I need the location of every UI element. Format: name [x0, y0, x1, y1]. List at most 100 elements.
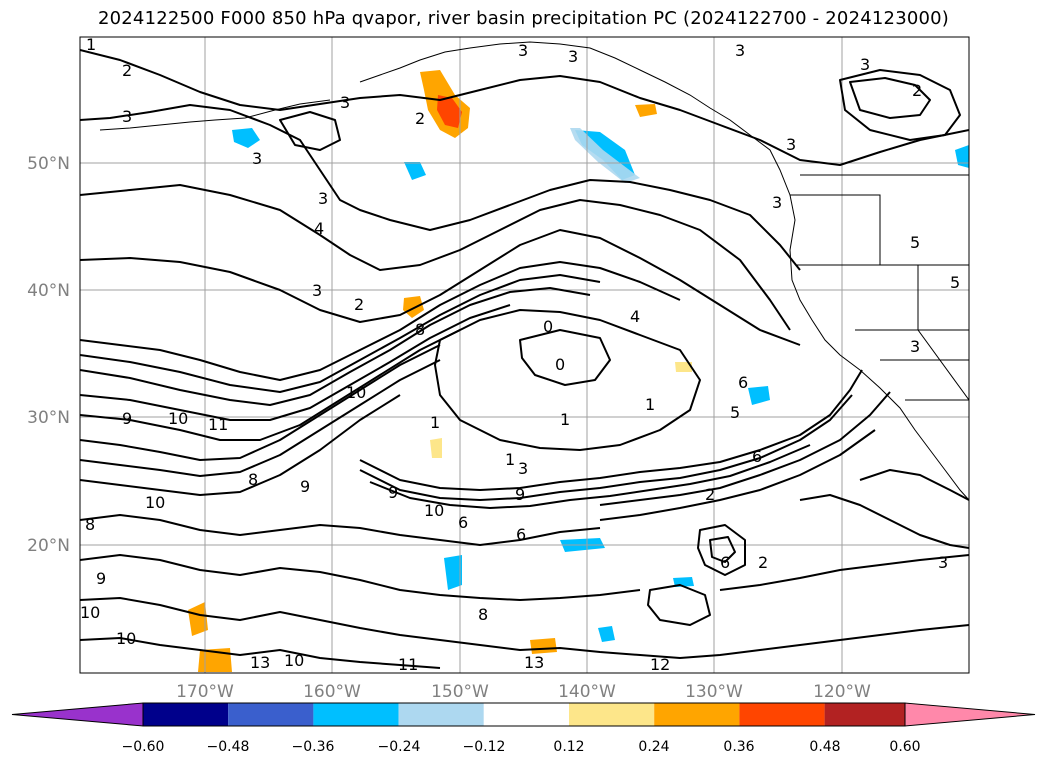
contour-label: 13	[250, 653, 270, 672]
contour-labels: 1 2 3 3 3 3 3 3 2 3 3 2 3 5 5 3 3 3 4 2 …	[80, 37, 960, 674]
colorbar-tick: 0.12	[553, 739, 584, 755]
contour-label: 9	[122, 409, 132, 428]
shade-patch	[430, 438, 442, 458]
shade-patch	[444, 555, 462, 590]
map-title: 2024122500 F000 850 hPa qvapor, river ba…	[97, 8, 950, 29]
qvapor-contours	[80, 49, 969, 669]
contour-label: 10	[346, 383, 366, 402]
contour-label: 11	[208, 415, 228, 434]
contour-label: 3	[938, 553, 948, 572]
colorbar-segment	[228, 703, 314, 726]
colorbar-segment	[824, 703, 905, 726]
colorbar: −0.60 −0.48 −0.36 −0.24 −0.12 0.12 0.24 …	[11, 702, 1036, 755]
contour-label: 0	[543, 317, 553, 336]
contour-label: 5	[730, 403, 740, 422]
contour-label: 11	[398, 655, 418, 674]
colorbar-extend-max	[904, 702, 1036, 727]
contour-label: 3	[568, 47, 578, 66]
contour-label: 10	[284, 651, 304, 670]
contour-label: 10	[424, 501, 444, 520]
colorbar-segment	[569, 703, 655, 726]
lon-label-120w: 120°W	[813, 682, 871, 702]
longitude-labels: 170°W 160°W 150°W 140°W 130°W 120°W	[176, 682, 871, 702]
shade-patch	[198, 648, 232, 672]
contour-label: 3	[312, 281, 322, 300]
colorbar-tick: −0.48	[207, 739, 250, 755]
contour-label: 2	[758, 553, 768, 572]
contour-label: 8	[248, 470, 258, 489]
colorbar-tick: −0.36	[292, 739, 335, 755]
lat-label-20: 20°N	[27, 536, 70, 556]
contour-label: 1	[645, 395, 655, 414]
contour-label: 6	[752, 447, 762, 466]
contour-label: 10	[80, 603, 100, 622]
colorbar-tick: −0.12	[463, 739, 506, 755]
contour-label: 9	[96, 569, 106, 588]
contour-label: 3	[340, 93, 350, 112]
contour-label: 9	[515, 485, 525, 504]
contour-label: 2	[354, 295, 364, 314]
contour-label: 2	[415, 109, 425, 128]
lat-label-40: 40°N	[27, 281, 70, 301]
contour-label: 0	[555, 355, 565, 374]
contour-label: 3	[860, 55, 870, 74]
contour-label: 13	[524, 653, 544, 672]
colorbar-tick: 0.48	[809, 739, 840, 755]
contour-label: 1	[505, 450, 515, 469]
colorbar-tick: 0.60	[889, 739, 920, 755]
contour-label: 6	[458, 513, 468, 532]
shade-patch	[403, 296, 424, 318]
shade-patch	[635, 104, 657, 117]
lat-label-50: 50°N	[27, 154, 70, 174]
lat-label-30: 30°N	[27, 408, 70, 428]
contour-label: 3	[735, 41, 745, 60]
latitude-labels: 50°N 40°N 30°N 20°N	[27, 154, 70, 556]
contour-label: 3	[318, 189, 328, 208]
contour-label: 8	[478, 605, 488, 624]
contour-label: 4	[314, 219, 324, 238]
colorbar-tick-labels: −0.60 −0.48 −0.36 −0.24 −0.12 0.12 0.24 …	[122, 739, 921, 755]
lon-label-160w: 160°W	[303, 682, 361, 702]
shade-patch	[437, 95, 462, 128]
shade-patch	[232, 128, 260, 148]
shade-patch	[404, 162, 426, 180]
contour-label: 6	[738, 373, 748, 392]
contour-label: 6	[720, 553, 730, 572]
shade-patch	[748, 386, 770, 405]
colorbar-segment	[654, 703, 740, 726]
contour-label: 1	[430, 413, 440, 432]
colorbar-segment	[313, 703, 399, 726]
contour-label: 3	[910, 337, 920, 356]
contour-label: 12	[650, 655, 670, 674]
contour-label: 3	[122, 107, 132, 126]
colorbar-tick: 0.36	[723, 739, 754, 755]
contour-label: 3	[518, 459, 528, 478]
contour-label: 3	[518, 41, 528, 60]
plot-area: 1 2 3 3 3 3 3 3 2 3 3 2 3 5 5 3 3 3 4 2 …	[80, 37, 969, 674]
contour-label: 3	[252, 149, 262, 168]
shade-patch	[530, 638, 557, 654]
colorbar-segment	[143, 703, 229, 726]
colorbar-segment	[483, 703, 569, 726]
contour-label: 4	[630, 307, 640, 326]
lon-label-140w: 140°W	[558, 682, 616, 702]
colorbar-tick: 0.24	[638, 739, 669, 755]
contour-label: 8	[85, 515, 95, 534]
shade-patch	[598, 626, 615, 642]
shade-patch	[955, 145, 969, 168]
contour-label: 3	[786, 135, 796, 154]
contour-label: 10	[145, 493, 165, 512]
contour-label: 10	[168, 409, 188, 428]
contour-label: 9	[388, 483, 398, 502]
contour-label: 2	[705, 485, 715, 504]
contour-label: 2	[912, 81, 922, 100]
contour-label: 5	[910, 233, 920, 252]
shade-patch	[188, 602, 208, 636]
shade-patch	[675, 362, 692, 372]
precip-shading	[188, 70, 969, 672]
contour-label: 6	[516, 525, 526, 544]
lon-label-170w: 170°W	[176, 682, 234, 702]
colorbar-segment	[398, 703, 484, 726]
contour-label: 9	[300, 477, 310, 496]
